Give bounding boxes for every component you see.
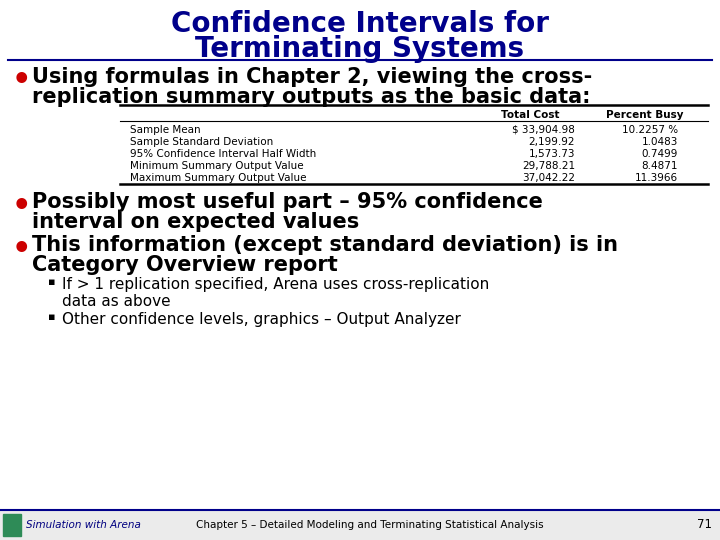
Text: 37,042.22: 37,042.22: [522, 173, 575, 183]
Text: replication summary outputs as the basic data:: replication summary outputs as the basic…: [32, 87, 590, 107]
Text: 8.4871: 8.4871: [642, 161, 678, 171]
Text: Using formulas in Chapter 2, viewing the cross-: Using formulas in Chapter 2, viewing the…: [32, 67, 593, 87]
Text: Sample Standard Deviation: Sample Standard Deviation: [130, 137, 274, 147]
Text: ▪: ▪: [48, 312, 55, 322]
Text: •: •: [12, 66, 32, 95]
Text: Total Cost: Total Cost: [500, 110, 559, 120]
Text: Category Overview report: Category Overview report: [32, 255, 338, 275]
Text: interval on expected values: interval on expected values: [32, 212, 359, 232]
Text: Minimum Summary Output Value: Minimum Summary Output Value: [130, 161, 304, 171]
Text: This information (except standard deviation) is in: This information (except standard deviat…: [32, 235, 618, 255]
Text: data as above: data as above: [62, 294, 171, 309]
Text: Other confidence levels, graphics – Output Analyzer: Other confidence levels, graphics – Outp…: [62, 312, 461, 327]
Text: 71: 71: [697, 518, 712, 531]
Text: $ 33,904.98: $ 33,904.98: [512, 125, 575, 135]
Text: Sample Mean: Sample Mean: [130, 125, 201, 135]
Text: Simulation with Arena: Simulation with Arena: [26, 520, 141, 530]
Text: 95% Confidence Interval Half Width: 95% Confidence Interval Half Width: [130, 149, 316, 159]
Text: 0.7499: 0.7499: [642, 149, 678, 159]
Text: Chapter 5 – Detailed Modeling and Terminating Statistical Analysis: Chapter 5 – Detailed Modeling and Termin…: [196, 520, 544, 530]
Text: Confidence Intervals for: Confidence Intervals for: [171, 10, 549, 38]
Text: 29,788.21: 29,788.21: [522, 161, 575, 171]
Text: •: •: [12, 192, 32, 221]
Bar: [0, 510, 720, 540]
Text: 2,199.92: 2,199.92: [528, 137, 575, 147]
Text: If > 1 replication specified, Arena uses cross-replication: If > 1 replication specified, Arena uses…: [62, 277, 490, 292]
Text: Percent Busy: Percent Busy: [606, 110, 684, 120]
Text: 1.0483: 1.0483: [642, 137, 678, 147]
Text: 11.3966: 11.3966: [635, 173, 678, 183]
Text: Maximum Summary Output Value: Maximum Summary Output Value: [130, 173, 307, 183]
Bar: [3, 514, 21, 536]
Text: Terminating Systems: Terminating Systems: [195, 35, 525, 63]
Text: 10.2257 %: 10.2257 %: [622, 125, 678, 135]
Text: Possibly most useful part – 95% confidence: Possibly most useful part – 95% confiden…: [32, 192, 543, 212]
Text: •: •: [12, 235, 32, 264]
Text: ▪: ▪: [48, 277, 55, 287]
Text: 1,573.73: 1,573.73: [528, 149, 575, 159]
